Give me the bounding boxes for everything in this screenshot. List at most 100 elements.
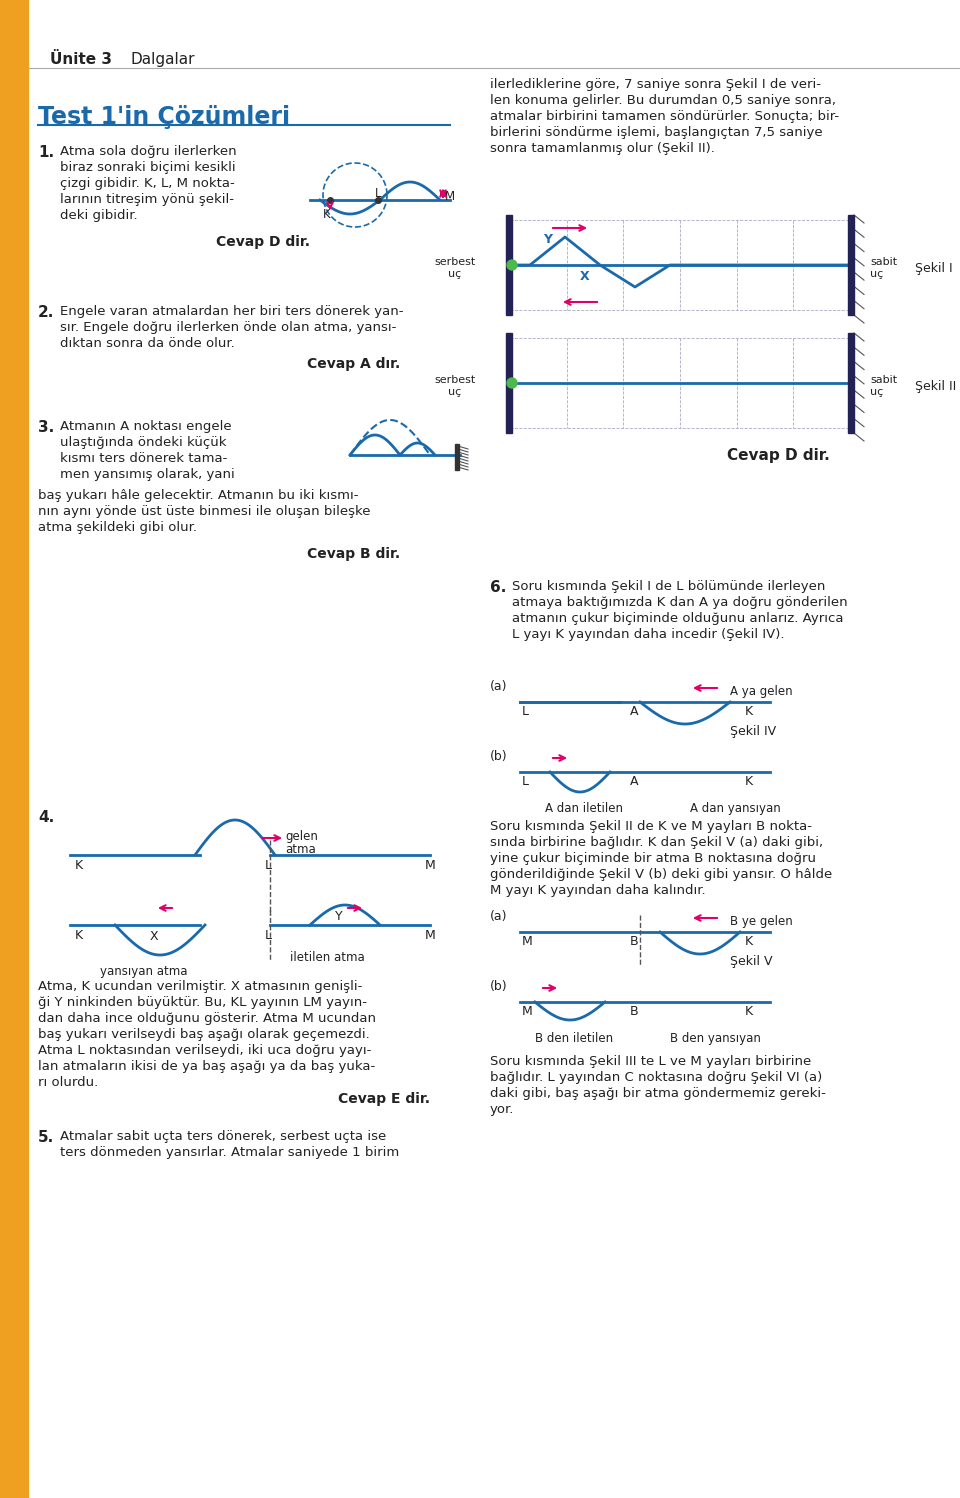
Text: A ya gelen: A ya gelen xyxy=(730,685,793,698)
Text: ilerlediklerine göre, 7 saniye sonra Şekil I de veri-: ilerlediklerine göre, 7 saniye sonra Şek… xyxy=(490,78,821,91)
Text: atmalar birbirini tamamen söndürürler. Sonuçta; bir-: atmalar birbirini tamamen söndürürler. S… xyxy=(490,109,839,123)
Text: bağlıdır. L yayından C noktasına doğru Şekil VI (a): bağlıdır. L yayından C noktasına doğru Ş… xyxy=(490,1071,823,1085)
Text: Soru kısmında Şekil III te L ve M yayları birbirine: Soru kısmında Şekil III te L ve M yaylar… xyxy=(490,1055,811,1068)
Text: çizgi gibidir. K, L, M nokta-: çizgi gibidir. K, L, M nokta- xyxy=(60,177,235,190)
Text: K: K xyxy=(745,706,754,718)
Text: Cevap B dir.: Cevap B dir. xyxy=(307,547,400,560)
Text: B: B xyxy=(630,1005,638,1019)
Text: deki gibidir.: deki gibidir. xyxy=(60,210,137,222)
Text: 1.: 1. xyxy=(38,145,54,160)
Bar xyxy=(0,0,28,1498)
Text: Atma sola doğru ilerlerken: Atma sola doğru ilerlerken xyxy=(60,145,236,157)
Text: gelen: gelen xyxy=(285,830,318,843)
Text: baş yukarı verilseydi baş aşağı olarak geçemezdi.: baş yukarı verilseydi baş aşağı olarak g… xyxy=(38,1028,370,1041)
Text: K: K xyxy=(75,858,84,872)
Text: A dan iletilen: A dan iletilen xyxy=(545,801,623,815)
Text: Şekil IV: Şekil IV xyxy=(730,725,776,739)
Text: A: A xyxy=(630,774,638,788)
Text: birlerini söndürme işlemi, başlangıçtan 7,5 saniye: birlerini söndürme işlemi, başlangıçtan … xyxy=(490,126,823,139)
Text: ters dönmeden yansırlar. Atmalar saniyede 1 birim: ters dönmeden yansırlar. Atmalar saniyed… xyxy=(60,1146,399,1159)
Bar xyxy=(506,333,512,433)
Text: (b): (b) xyxy=(490,750,508,762)
Text: larının titreşim yönü şekil-: larının titreşim yönü şekil- xyxy=(60,193,234,207)
Text: len konuma gelirler. Bu durumdan 0,5 saniye sonra,: len konuma gelirler. Bu durumdan 0,5 san… xyxy=(490,94,836,106)
Text: Cevap E dir.: Cevap E dir. xyxy=(338,1092,430,1106)
Text: L: L xyxy=(522,706,529,718)
Text: atma: atma xyxy=(285,843,316,855)
Text: Soru kısmında Şekil II de K ve M yayları B nokta-: Soru kısmında Şekil II de K ve M yayları… xyxy=(490,819,812,833)
Text: Y: Y xyxy=(335,909,343,923)
Text: atmanın çukur biçiminde olduğunu anlarız. Ayrıca: atmanın çukur biçiminde olduğunu anlarız… xyxy=(512,613,844,625)
Text: serbest
uç: serbest uç xyxy=(434,374,475,397)
Bar xyxy=(848,216,854,315)
Text: sır. Engele doğru ilerlerken önde olan atma, yansı-: sır. Engele doğru ilerlerken önde olan a… xyxy=(60,321,396,334)
Bar xyxy=(455,443,459,470)
Text: Cevap D dir.: Cevap D dir. xyxy=(216,235,310,249)
Text: ği Y ninkinden büyüktür. Bu, KL yayının LM yayın-: ği Y ninkinden büyüktür. Bu, KL yayının … xyxy=(38,996,367,1010)
Text: atmaya baktığımızda K dan A ya doğru gönderilen: atmaya baktığımızda K dan A ya doğru gön… xyxy=(512,596,848,610)
Text: sabit
uç: sabit uç xyxy=(870,258,898,279)
Text: L: L xyxy=(375,187,381,201)
Bar xyxy=(848,333,854,433)
Text: yine çukur biçiminde bir atma B noktasına doğru: yine çukur biçiminde bir atma B noktasın… xyxy=(490,852,816,864)
Text: Atmalar sabit uçta ters dönerek, serbest uçta ise: Atmalar sabit uçta ters dönerek, serbest… xyxy=(60,1129,386,1143)
Text: iletilen atma: iletilen atma xyxy=(290,951,365,965)
Text: Y: Y xyxy=(543,234,552,246)
Text: X: X xyxy=(580,270,589,283)
Text: Atmanın A noktası engele: Atmanın A noktası engele xyxy=(60,419,231,433)
Text: Atma, K ucundan verilmiştir. X atmasının genişli-: Atma, K ucundan verilmiştir. X atmasının… xyxy=(38,980,362,993)
Text: men yansımış olarak, yani: men yansımış olarak, yani xyxy=(60,467,235,481)
Text: daki gibi, baş aşağı bir atma göndermemiz gereki-: daki gibi, baş aşağı bir atma göndermemi… xyxy=(490,1088,826,1100)
Text: (b): (b) xyxy=(490,980,508,993)
Text: Cevap A dır.: Cevap A dır. xyxy=(307,357,400,372)
Text: A: A xyxy=(630,706,638,718)
Text: K: K xyxy=(745,935,754,948)
Text: L: L xyxy=(522,774,529,788)
Text: 5.: 5. xyxy=(38,1129,55,1144)
Text: K: K xyxy=(745,774,754,788)
Text: (a): (a) xyxy=(490,680,508,694)
Text: M yayı K yayından daha kalındır.: M yayı K yayından daha kalındır. xyxy=(490,884,706,897)
Text: kısmı ters dönerek tama-: kısmı ters dönerek tama- xyxy=(60,452,228,464)
Text: (a): (a) xyxy=(490,909,508,923)
Text: sabit
uç: sabit uç xyxy=(870,374,898,397)
Text: 4.: 4. xyxy=(38,810,55,825)
Text: A dan yansıyan: A dan yansıyan xyxy=(690,801,780,815)
Text: dan daha ince olduğunu gösterir. Atma M ucundan: dan daha ince olduğunu gösterir. Atma M … xyxy=(38,1013,376,1025)
Text: B den iletilen: B den iletilen xyxy=(535,1032,613,1046)
Text: Dalgalar: Dalgalar xyxy=(130,52,195,67)
Text: X: X xyxy=(150,930,158,944)
Text: sında birbirine bağlıdır. K dan Şekil V (a) daki gibi,: sında birbirine bağlıdır. K dan Şekil V … xyxy=(490,836,823,849)
Text: 6.: 6. xyxy=(490,580,506,595)
Text: sonra tamamlanmış olur (Şekil II).: sonra tamamlanmış olur (Şekil II). xyxy=(490,142,715,154)
Text: baş yukarı hâle gelecektir. Atmanın bu iki kısmı-: baş yukarı hâle gelecektir. Atmanın bu i… xyxy=(38,488,358,502)
Text: K: K xyxy=(745,1005,754,1019)
Text: Ünite 3: Ünite 3 xyxy=(50,52,112,67)
Text: L: L xyxy=(265,858,272,872)
Text: M: M xyxy=(522,935,533,948)
Text: lan atmaların ikisi de ya baş aşağı ya da baş yuka-: lan atmaların ikisi de ya baş aşağı ya d… xyxy=(38,1061,375,1073)
Text: biraz sonraki biçimi kesikli: biraz sonraki biçimi kesikli xyxy=(60,160,235,174)
Text: B den yansıyan: B den yansıyan xyxy=(670,1032,761,1046)
Text: 2.: 2. xyxy=(38,306,55,321)
Text: Atma L noktasından verilseydi, iki uca doğru yayı-: Atma L noktasından verilseydi, iki uca d… xyxy=(38,1044,372,1058)
Text: M: M xyxy=(445,190,455,204)
Text: Cevap D dir.: Cevap D dir. xyxy=(728,448,830,463)
Text: Şekil I: Şekil I xyxy=(915,262,952,276)
Text: rı olurdu.: rı olurdu. xyxy=(38,1076,98,1089)
Text: Şekil II: Şekil II xyxy=(915,380,956,392)
Text: yor.: yor. xyxy=(490,1103,515,1116)
Text: 3.: 3. xyxy=(38,419,55,434)
Text: 4: 4 xyxy=(3,42,17,61)
Text: atma şekildeki gibi olur.: atma şekildeki gibi olur. xyxy=(38,521,197,533)
Text: nın aynı yönde üst üste binmesi ile oluşan bileşke: nın aynı yönde üst üste binmesi ile oluş… xyxy=(38,505,371,518)
Text: K: K xyxy=(323,208,330,222)
Text: B ye gelen: B ye gelen xyxy=(730,915,793,927)
Bar xyxy=(506,216,512,315)
Text: Şekil V: Şekil V xyxy=(730,956,773,968)
Text: B: B xyxy=(630,935,638,948)
Text: yansıyan atma: yansıyan atma xyxy=(100,965,187,978)
Text: serbest
uç: serbest uç xyxy=(434,258,475,279)
Text: Test 1'in Çözümleri: Test 1'in Çözümleri xyxy=(38,105,290,129)
Text: gönderildiğinde Şekil V (b) deki gibi yansır. O hâlde: gönderildiğinde Şekil V (b) deki gibi ya… xyxy=(490,867,832,881)
